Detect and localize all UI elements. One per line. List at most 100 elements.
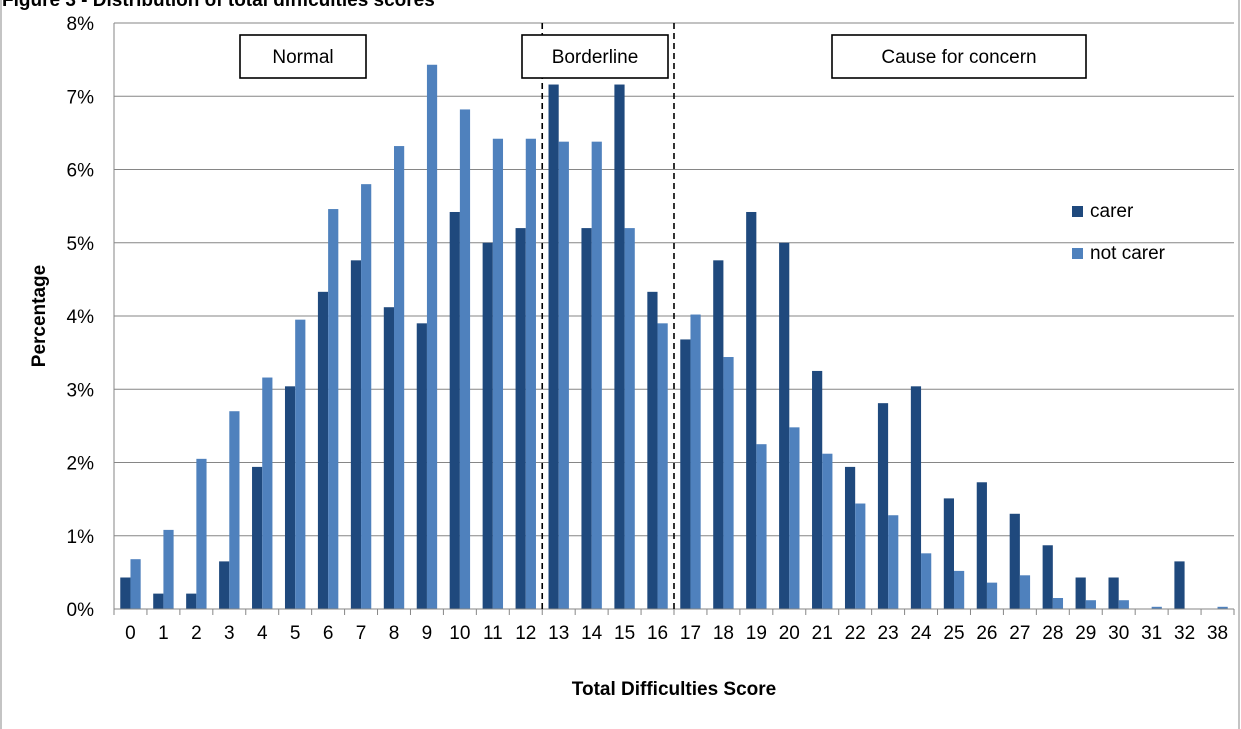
legend-swatch-carer bbox=[1072, 206, 1083, 217]
bar-not-carer-0 bbox=[130, 559, 141, 609]
bar-carer-2 bbox=[186, 593, 197, 609]
bar-not-carer-30 bbox=[1118, 600, 1129, 609]
x-tick-label: 28 bbox=[1042, 623, 1063, 644]
bar-carer-18 bbox=[713, 260, 724, 609]
x-tick-label: 29 bbox=[1075, 623, 1096, 644]
x-tick-label: 30 bbox=[1108, 623, 1129, 644]
y-axis-title: Percentage bbox=[29, 265, 50, 367]
bar-carer-26 bbox=[976, 482, 987, 609]
x-tick-label: 12 bbox=[515, 623, 536, 644]
region-box-borderline: Borderline bbox=[521, 34, 669, 79]
x-tick-label: 15 bbox=[614, 623, 635, 644]
x-tick-label: 18 bbox=[713, 623, 734, 644]
bar-carer-22 bbox=[844, 466, 856, 609]
bar-not-carer-13 bbox=[558, 141, 569, 610]
bar-not-carer-25 bbox=[954, 570, 965, 609]
bar-carer-1 bbox=[153, 593, 164, 609]
x-tick-label: 2 bbox=[191, 623, 202, 644]
bar-not-carer-7 bbox=[361, 184, 372, 609]
bar-not-carer-5 bbox=[295, 319, 306, 609]
y-tick-label: 0% bbox=[67, 600, 95, 621]
bar-not-carer-21 bbox=[822, 453, 833, 609]
bar-carer-14 bbox=[581, 228, 592, 609]
bar-carer-17 bbox=[680, 339, 691, 609]
bar-carer-32 bbox=[1174, 561, 1185, 609]
x-tick-label: 13 bbox=[548, 623, 569, 644]
x-tick-label: 9 bbox=[422, 623, 433, 644]
x-tick-label: 1 bbox=[158, 623, 169, 644]
bar-carer-28 bbox=[1042, 545, 1053, 609]
bar-carer-15 bbox=[614, 84, 625, 609]
bar-carer-6 bbox=[317, 291, 329, 609]
bar-not-carer-22 bbox=[855, 503, 866, 609]
bar-carer-9 bbox=[416, 323, 427, 609]
bar-not-carer-38 bbox=[1217, 606, 1228, 609]
x-tick-label: 22 bbox=[845, 623, 866, 644]
bar-carer-16 bbox=[647, 291, 658, 609]
y-tick-label: 1% bbox=[67, 527, 95, 548]
x-axis-title: Total Difficulties Score bbox=[572, 679, 776, 700]
x-tick-label: 11 bbox=[483, 623, 503, 644]
x-tick-label: 10 bbox=[449, 623, 470, 644]
bar-not-carer-12 bbox=[525, 138, 536, 610]
bar-carer-30 bbox=[1108, 577, 1119, 609]
bars bbox=[120, 64, 1228, 610]
region-label: Cause for concern bbox=[881, 47, 1036, 68]
bar-carer-12 bbox=[515, 228, 526, 609]
bar-not-carer-11 bbox=[492, 138, 504, 610]
bar-not-carer-6 bbox=[328, 209, 339, 609]
bar-carer-25 bbox=[943, 498, 954, 609]
axes: 0%1%2%3%4%5%6%7%8%0 1 2 3 4 5 6 7 8 9 10 11 12 13 14 15… bbox=[67, 14, 1235, 644]
bar-not-carer-4 bbox=[262, 377, 273, 609]
x-tick-label: 23 bbox=[878, 623, 899, 644]
x-tick-label: 17 bbox=[680, 623, 701, 644]
region-box-cause-for-concern: Cause for concern bbox=[831, 34, 1087, 79]
bar-not-carer-8 bbox=[394, 146, 405, 609]
bar-not-carer-27 bbox=[1019, 575, 1031, 609]
x-tick-label: 8 bbox=[389, 623, 400, 644]
region-box-normal: Normal bbox=[239, 34, 367, 79]
legend-label-not-carer: not carer bbox=[1090, 243, 1166, 264]
x-tick-label: 6 bbox=[323, 623, 334, 644]
x-tick-label: 7 bbox=[356, 623, 367, 644]
bar-carer-13 bbox=[548, 84, 559, 609]
bar-not-carer-9 bbox=[426, 64, 438, 609]
y-tick-label: 3% bbox=[67, 380, 95, 401]
bar-not-carer-16 bbox=[657, 323, 668, 609]
bar-not-carer-23 bbox=[888, 515, 899, 609]
bar-carer-3 bbox=[219, 561, 230, 609]
bar-not-carer-31 bbox=[1151, 606, 1162, 609]
bar-carer-10 bbox=[449, 211, 460, 610]
x-tick-label: 3 bbox=[224, 623, 235, 644]
x-tick-label: 5 bbox=[290, 623, 301, 644]
bar-carer-24 bbox=[910, 386, 922, 609]
x-tick-label: 16 bbox=[647, 623, 668, 644]
y-tick-label: 4% bbox=[67, 307, 95, 328]
x-tick-label: 4 bbox=[257, 623, 268, 644]
x-tick-label: 27 bbox=[1009, 623, 1030, 644]
y-tick-label: 2% bbox=[67, 454, 95, 475]
bar-not-carer-24 bbox=[921, 553, 932, 609]
bar-not-carer-29 bbox=[1085, 600, 1096, 609]
bar-carer-4 bbox=[252, 466, 263, 609]
bar-not-carer-3 bbox=[229, 411, 240, 609]
bar-carer-29 bbox=[1075, 577, 1086, 609]
legend-swatch-not-carer bbox=[1072, 248, 1083, 259]
bar-carer-21 bbox=[812, 370, 823, 609]
bar-not-carer-14 bbox=[591, 141, 602, 610]
region-box-frame bbox=[831, 34, 1087, 79]
x-tick-label: 20 bbox=[779, 623, 800, 644]
x-tick-label: 24 bbox=[910, 623, 932, 644]
bar-not-carer-18 bbox=[723, 357, 734, 609]
bar-carer-23 bbox=[877, 403, 889, 609]
bar-not-carer-19 bbox=[756, 444, 767, 609]
bar-carer-5 bbox=[284, 386, 296, 609]
bar-not-carer-28 bbox=[1052, 598, 1064, 609]
x-tick-label: 21 bbox=[812, 623, 833, 644]
legend: carer not carer bbox=[1072, 201, 1166, 264]
x-tick-label: 19 bbox=[746, 623, 767, 644]
bar-not-carer-20 bbox=[789, 427, 800, 609]
bar-not-carer-26 bbox=[986, 582, 998, 609]
